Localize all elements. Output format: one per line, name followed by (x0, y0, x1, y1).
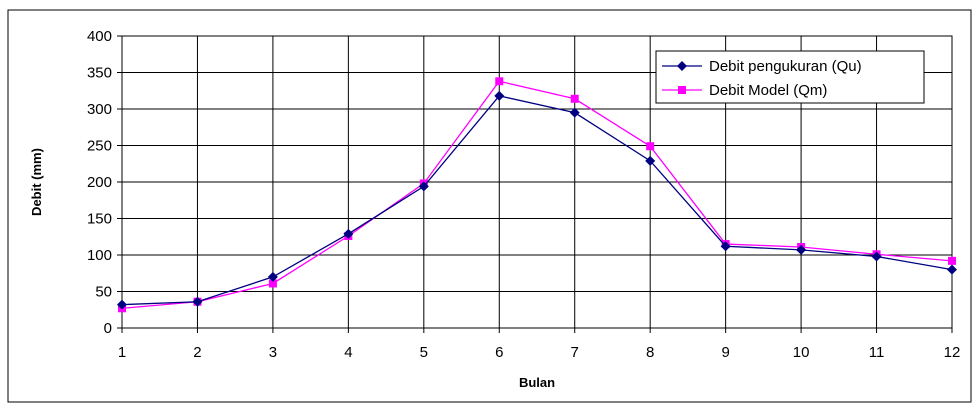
data-point (268, 279, 277, 288)
x-tick-label: 1 (118, 344, 126, 361)
data-point (569, 107, 580, 118)
series-line (121, 80, 953, 309)
data-point (796, 244, 807, 255)
data-point (117, 299, 127, 310)
series-line (121, 95, 953, 306)
legend-marker (678, 86, 686, 94)
y-tick-label: 250 (87, 138, 112, 155)
y-tick-label: 50 (95, 284, 112, 301)
x-tick-label: 10 (793, 344, 810, 361)
x-tick-label: 11 (869, 344, 885, 361)
x-tick-label: 7 (571, 344, 579, 361)
data-point (192, 296, 203, 307)
data-point (418, 181, 429, 192)
x-tick-label: 8 (646, 344, 654, 361)
data-point (494, 90, 505, 101)
y-tick-label: 400 (87, 28, 112, 45)
x-tick-label: 9 (721, 344, 729, 361)
x-tick-label: 12 (944, 344, 961, 361)
y-axis-title: Debit (mm) (29, 148, 44, 216)
legend-marker (677, 61, 687, 71)
legend-box (655, 50, 925, 104)
data-point (871, 251, 882, 262)
y-tick-label: 100 (87, 247, 112, 264)
y-tick-label: 0 (104, 320, 112, 337)
series-1 (117, 90, 957, 310)
y-tick-label: 200 (87, 174, 112, 191)
x-axis-title: Bulan (519, 375, 555, 390)
y-tick-label: 150 (87, 211, 112, 228)
data-point (267, 271, 278, 282)
x-tick-label: 6 (495, 344, 503, 361)
data-point (570, 94, 579, 103)
legend-label: Debit Model (Qm) (709, 82, 827, 99)
y-tick-label: 350 (87, 65, 112, 82)
legend-item: Debit Model (Qm) (662, 82, 827, 99)
series-layer (117, 77, 957, 313)
x-tick-label: 5 (420, 344, 428, 361)
data-point (343, 228, 354, 239)
plot-area-border (121, 35, 953, 329)
legend: Debit pengukuran (Qu) Debit Model (Qm) (655, 50, 925, 104)
x-tick-label: 3 (269, 344, 277, 361)
data-point (646, 142, 655, 151)
x-tick-label: 4 (344, 344, 352, 361)
data-point (720, 241, 731, 252)
data-point (947, 264, 957, 275)
legend-item: Debit pengukuran (Qu) (662, 58, 862, 75)
x-tick-label: 2 (193, 344, 201, 361)
data-point (948, 256, 956, 265)
data-point (495, 77, 504, 86)
data-point (645, 155, 656, 166)
y-tick-label: 300 (87, 101, 112, 118)
legend-label: Debit pengukuran (Qu) (709, 58, 862, 75)
